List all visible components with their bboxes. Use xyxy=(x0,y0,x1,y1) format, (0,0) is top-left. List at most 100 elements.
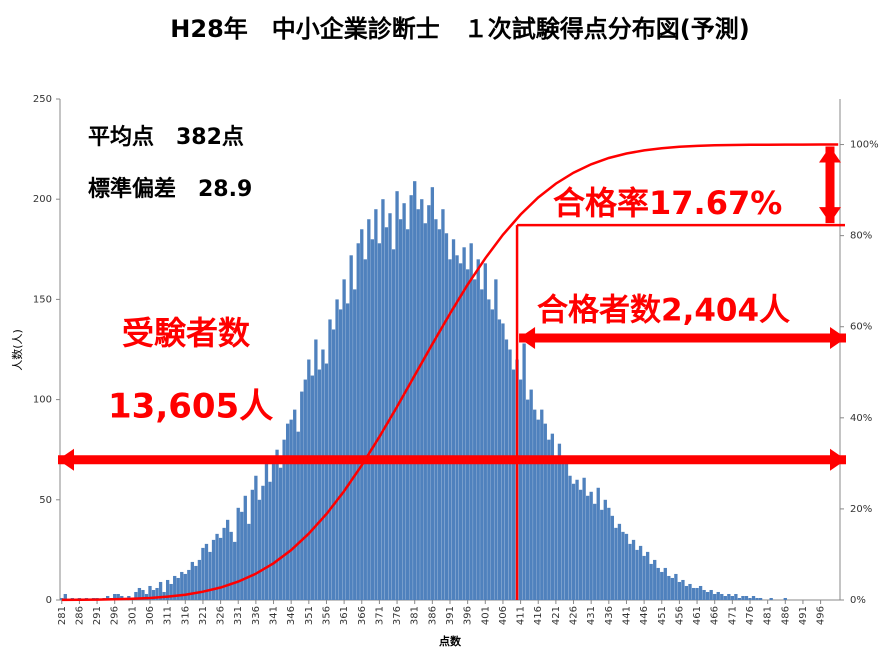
bar xyxy=(151,589,156,600)
bar xyxy=(727,593,731,600)
x-tick-label: 371 xyxy=(374,606,385,625)
y-tick-label: 0 xyxy=(46,595,52,606)
x-tick-label: 376 xyxy=(392,606,403,625)
bar xyxy=(377,243,382,600)
bar xyxy=(60,597,64,600)
x-tick-label: 461 xyxy=(692,606,703,625)
bar xyxy=(748,597,752,600)
y-tick-label: 250 xyxy=(33,94,52,105)
x-tick-label: 316 xyxy=(180,606,191,625)
bar xyxy=(331,329,336,600)
y-tick-label: 100 xyxy=(33,395,52,406)
bar xyxy=(695,587,699,600)
bar xyxy=(169,583,173,600)
x-tick-label: 406 xyxy=(498,606,509,625)
bar xyxy=(356,243,360,600)
bar xyxy=(621,531,625,600)
bar xyxy=(381,199,385,600)
bar xyxy=(303,379,307,600)
bar xyxy=(465,269,470,600)
bar xyxy=(483,263,487,600)
bar xyxy=(141,589,145,600)
bar xyxy=(571,483,576,600)
bar xyxy=(278,467,283,600)
bar xyxy=(416,209,420,600)
bar xyxy=(688,583,692,600)
x-tick-label: 496 xyxy=(816,606,827,625)
bar xyxy=(730,595,735,600)
x-tick-label: 386 xyxy=(427,606,438,625)
bar xyxy=(458,263,463,600)
x-tick-label: 306 xyxy=(145,606,156,625)
y2-tick-label: 60% xyxy=(850,322,872,333)
annotation: 受験者数 xyxy=(122,314,251,352)
x-tick-label: 441 xyxy=(621,606,632,625)
x-tick-label: 391 xyxy=(445,606,456,625)
bar xyxy=(282,439,286,600)
x-tick-label: 456 xyxy=(674,606,685,625)
bar xyxy=(307,359,311,600)
bar xyxy=(420,199,424,600)
x-tick-label: 431 xyxy=(586,606,597,625)
bar xyxy=(723,595,727,600)
bar xyxy=(345,303,350,600)
bar xyxy=(582,477,586,600)
x-tick-label: 291 xyxy=(92,606,103,625)
annotation: 平均点 382点 xyxy=(88,124,244,150)
bar xyxy=(628,543,632,600)
bar xyxy=(310,375,315,600)
bar xyxy=(204,543,209,600)
bar xyxy=(155,587,159,600)
bar xyxy=(705,591,710,600)
bar xyxy=(324,363,329,600)
bar xyxy=(300,391,304,600)
bar xyxy=(593,503,597,600)
bar xyxy=(180,571,184,600)
bar xyxy=(469,243,473,600)
chart-title: H28年 中小企業診断士 １次試験得点分布図(予測) xyxy=(170,15,749,43)
bar xyxy=(533,409,537,600)
bar xyxy=(190,561,195,600)
x-tick-label: 471 xyxy=(727,606,738,625)
bar xyxy=(518,379,523,600)
bar xyxy=(691,587,696,600)
x-tick-label: 396 xyxy=(463,606,474,625)
bar xyxy=(137,587,142,600)
bar xyxy=(165,579,170,600)
bar xyxy=(649,563,653,600)
x-tick-label: 351 xyxy=(304,606,315,625)
plot: 0 50 100 150 200 250 0% 20% 40% 60% 80% 100% 281 286 2… xyxy=(33,94,879,625)
bar xyxy=(716,591,720,600)
x-tick-label: 341 xyxy=(269,606,280,625)
y-tick-label: 50 xyxy=(39,495,52,506)
bar xyxy=(374,209,378,600)
bar xyxy=(536,419,540,600)
bar xyxy=(105,595,110,600)
bar xyxy=(225,519,230,600)
bar xyxy=(589,491,593,600)
x-axis-label: 点数 xyxy=(439,634,462,648)
y2-tick-label: 100% xyxy=(850,140,879,151)
x-tick-label: 361 xyxy=(339,606,350,625)
x-tick-label: 296 xyxy=(110,606,121,625)
bar xyxy=(296,431,300,600)
bar xyxy=(660,571,664,600)
bar xyxy=(614,527,618,600)
bar xyxy=(681,579,685,600)
bar xyxy=(148,585,152,600)
bar xyxy=(698,585,703,600)
x-tick-label: 426 xyxy=(569,606,580,625)
bar xyxy=(543,423,547,600)
bar xyxy=(215,533,219,600)
bar xyxy=(642,555,646,600)
rate-arrow-head xyxy=(819,146,841,163)
bar xyxy=(758,597,763,600)
bar xyxy=(490,309,495,600)
examinee-arrow-head xyxy=(58,448,74,471)
bar xyxy=(395,191,399,600)
bar xyxy=(289,419,293,600)
x-tick-label: 401 xyxy=(480,606,491,625)
cumulative-line xyxy=(61,143,839,602)
bar xyxy=(398,219,403,601)
bar xyxy=(360,229,364,600)
